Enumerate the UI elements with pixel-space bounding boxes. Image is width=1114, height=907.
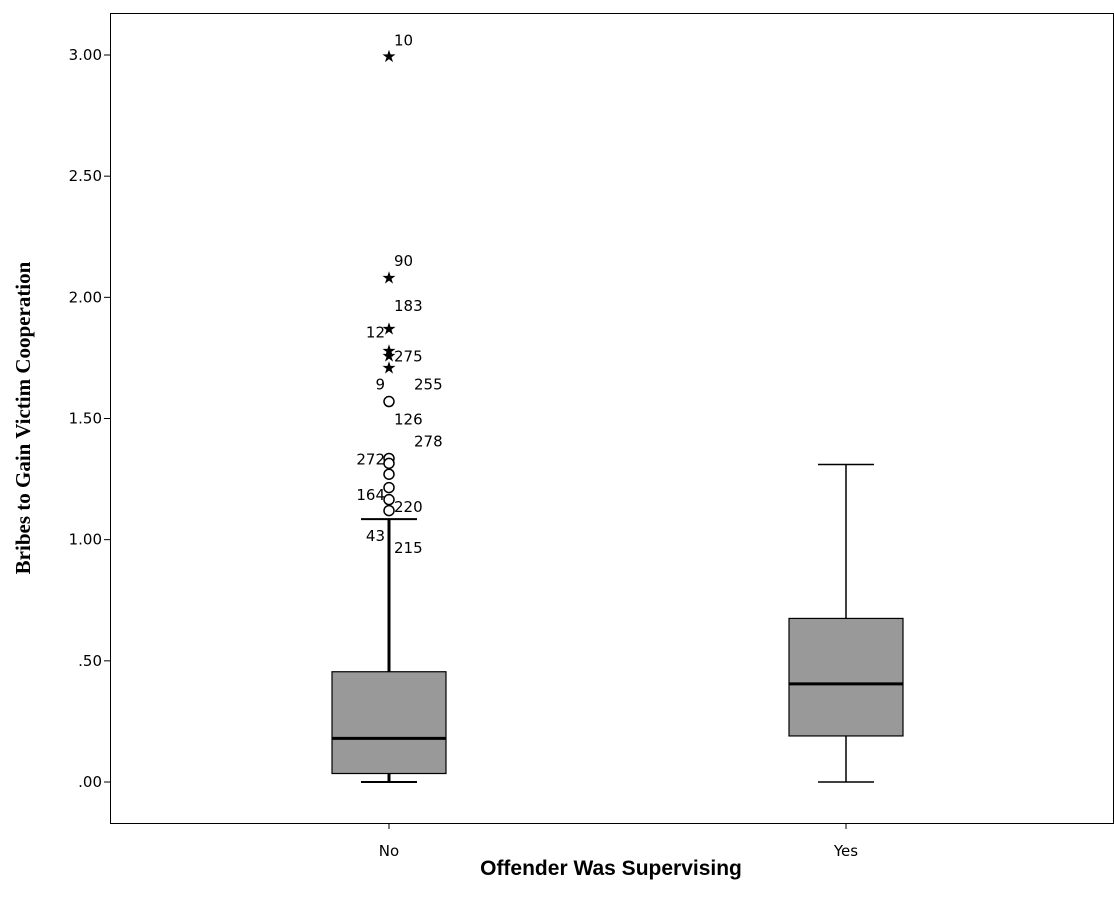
y-tick-label: 3.00 [69, 46, 102, 64]
outlier-case-label: 275 [394, 348, 423, 366]
extreme-outlier-point: ★ [381, 346, 396, 366]
extreme-outlier-point: ★ [381, 47, 396, 67]
y-tick-label: .00 [78, 773, 102, 791]
mild-outlier-point [383, 395, 395, 408]
extreme-outlier-point: ★ [381, 341, 396, 361]
extreme-outlier-point: ★ [381, 358, 396, 378]
x-tick-label: No [379, 842, 399, 860]
mild-outlier-point [383, 468, 395, 480]
mild-outlier-point [383, 493, 395, 506]
mild-outlier-point [383, 481, 395, 494]
outlier-case-label: 126 [394, 411, 423, 429]
x-axis: No Yes [379, 823, 858, 860]
outlier-case-label: 12 [366, 323, 385, 341]
outlier-case-label: 183 [394, 297, 423, 315]
mild-outlier-point [383, 504, 395, 517]
y-tick-label: 2.00 [69, 288, 102, 306]
y-tick-label: 2.50 [69, 167, 102, 185]
box-group-yes [788, 463, 904, 783]
y-tick-label: .50 [78, 652, 102, 670]
outlier-case-label: 9 [375, 376, 385, 394]
outlier-case-label: 43 [366, 527, 385, 545]
plot-frame [110, 13, 1114, 824]
outlier-case-label: 272 [356, 451, 385, 469]
extreme-outlier-point: ★ [381, 269, 396, 289]
outlier-case-label: 164 [356, 486, 385, 504]
x-axis-title: Offender Was Supervising [480, 857, 742, 880]
y-tick-label: 1.00 [69, 531, 102, 549]
outlier-case-label: 215 [394, 539, 423, 557]
y-axis-title: Bribes to Gain Victim Cooperation [11, 261, 35, 574]
outlier-case-label: 278 [414, 433, 443, 451]
y-tick-label: 1.50 [69, 410, 102, 428]
extreme-outlier-point: ★ [381, 320, 396, 340]
iqr-box [788, 617, 904, 737]
outlier-case-label: 10 [394, 31, 413, 49]
y-axis: .00 .50 1.00 1.50 2.00 2.50 3.00 [69, 46, 110, 791]
x-tick-label: Yes [833, 842, 858, 860]
outlier-case-label: 90 [394, 252, 413, 270]
outlier-case-label: 255 [414, 376, 443, 394]
outlier-case-label: 220 [394, 498, 423, 516]
mild-outlier-point [383, 457, 395, 470]
iqr-box [331, 671, 447, 775]
